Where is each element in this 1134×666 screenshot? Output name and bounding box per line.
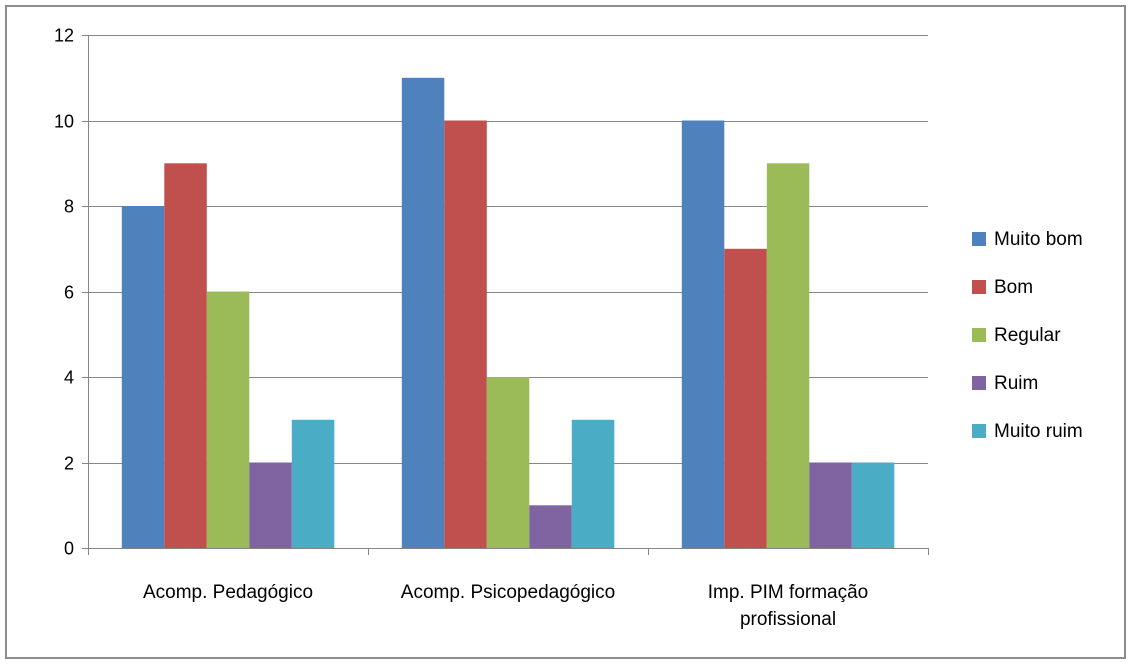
bar — [164, 163, 207, 549]
bar — [681, 120, 725, 548]
bar — [851, 462, 895, 548]
y-tick-label: 12 — [54, 26, 74, 46]
legend-label: Muito bom — [994, 229, 1083, 250]
bar — [291, 419, 335, 549]
bar — [206, 291, 250, 548]
bar — [529, 505, 572, 549]
y-tick-label: 2 — [64, 454, 74, 474]
y-tick-label: 8 — [64, 197, 74, 217]
bars — [121, 77, 895, 549]
x-category-label: Acomp. Psicopedagógico — [401, 582, 615, 603]
y-tick-label: 0 — [64, 539, 74, 559]
legend-swatch — [972, 328, 986, 342]
legend-swatch — [972, 376, 986, 390]
legend-label: Bom — [994, 277, 1033, 298]
bar — [444, 120, 487, 548]
legend-swatch — [972, 232, 986, 246]
bar — [724, 248, 767, 549]
y-tick-label: 10 — [54, 112, 74, 132]
y-tick-label: 6 — [64, 283, 74, 303]
x-category-label: Imp. PIM formação — [708, 582, 869, 603]
bar — [401, 77, 445, 549]
bar — [486, 377, 530, 548]
legend-label: Regular — [994, 325, 1061, 346]
x-category-label: profissional — [740, 609, 836, 630]
bar — [571, 419, 615, 549]
legend-label: Ruim — [994, 373, 1038, 394]
legend-label: Muito ruim — [994, 421, 1083, 442]
legend: Muito bom Bom Regular Ruim Muito ruim — [972, 229, 1083, 442]
bar — [249, 462, 292, 548]
y-tick-label: 4 — [64, 368, 74, 388]
legend-swatch — [972, 424, 986, 438]
legend-swatch — [972, 280, 986, 294]
x-category-labels: Acomp. Pedagógico Acomp. Psicopedagógico I… — [143, 582, 868, 630]
bar — [121, 206, 165, 548]
axes — [82, 35, 929, 555]
y-tick-labels: 0 2 4 6 8 10 12 — [54, 26, 74, 559]
bar — [766, 163, 810, 549]
x-category-label: Acomp. Pedagógico — [143, 582, 313, 603]
bar — [809, 462, 852, 548]
